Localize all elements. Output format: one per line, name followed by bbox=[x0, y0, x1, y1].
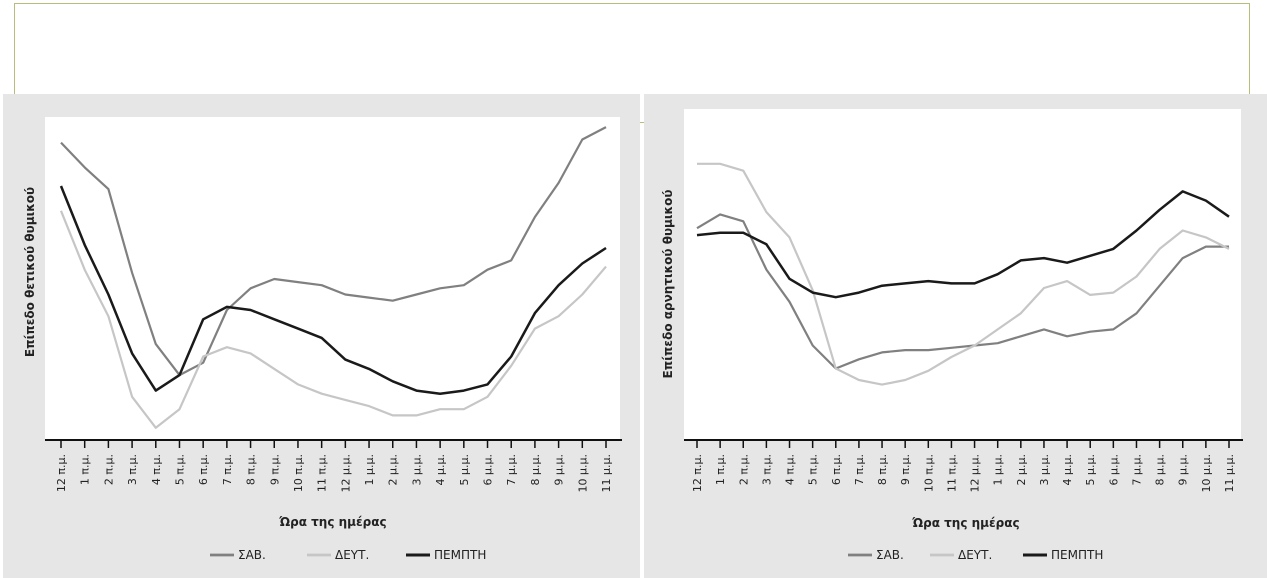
x-tick-label: 11 π.μ. bbox=[316, 454, 329, 492]
x-tick-label: 8 μ.μ. bbox=[1154, 454, 1167, 486]
x-tick-label: 12 π.μ. bbox=[55, 454, 68, 492]
x-tick-label: 8 μ.μ. bbox=[529, 454, 542, 486]
x-axis-title: Ώρα της ημέρας bbox=[278, 515, 386, 529]
x-tick-label: 8 π.μ. bbox=[876, 454, 889, 485]
x-tick-label: 2 π.μ. bbox=[102, 454, 115, 485]
negative-affect-chart: 12 π.μ. 1 π.μ. 2 π.μ. 3 π.μ. 4 π.μ. 5 π.μ. 6 π… bbox=[661, 109, 1243, 562]
series-line-3 bbox=[696, 190, 1230, 299]
x-tick-label: 2 π.μ. bbox=[737, 454, 750, 485]
legend-label-1: ΣΑΒ. bbox=[238, 548, 266, 562]
x-tick-label: 12 μ.μ. bbox=[969, 454, 982, 492]
x-tick-label: 7 μ.μ. bbox=[1130, 454, 1143, 486]
x-tick-label: 11 π.μ. bbox=[945, 454, 958, 492]
legend-label-1: ΣΑΒ. bbox=[876, 548, 904, 562]
x-tick-label: 6 π.μ. bbox=[830, 454, 843, 485]
x-tick-label: 10 π.μ. bbox=[292, 454, 305, 492]
positive-affect-chart: 12 π.μ. 1 π.μ. 2 π.μ. 3 π.μ. 4 π.μ. 5 π.μ. 6 π… bbox=[23, 117, 622, 562]
legend-label-2: ΔΕΥΤ. bbox=[335, 548, 369, 562]
x-tick-label: 9 π.μ. bbox=[899, 454, 912, 485]
x-tick-label: 4 π.μ. bbox=[784, 454, 797, 485]
x-tick-label: 3 π.μ. bbox=[126, 454, 139, 485]
positive-affect-chart-panel: 12 π.μ. 1 π.μ. 2 π.μ. 3 π.μ. 4 π.μ. 5 π.μ. 6 π… bbox=[3, 94, 640, 578]
x-tick-label: 4 μ.μ. bbox=[1061, 454, 1074, 486]
y-axis-title: Επίπεδο θετικού θυμικού bbox=[23, 187, 37, 357]
series-line-2 bbox=[697, 162, 1230, 386]
legend-label-3: ΠΕΜΠΤΗ bbox=[1051, 548, 1103, 562]
x-tick-label: 10 π.μ. bbox=[922, 454, 935, 492]
x-tick-label: 6 π.μ. bbox=[197, 454, 210, 485]
x-tick-label: 5 μ.μ. bbox=[458, 454, 471, 486]
x-tick-label: 3 μ.μ. bbox=[1038, 454, 1051, 486]
plot-area bbox=[684, 109, 1241, 440]
x-tick-label: 3 μ.μ. bbox=[410, 454, 423, 486]
x-tick-label: 1 μ.μ. bbox=[992, 454, 1005, 486]
plot-area bbox=[45, 117, 620, 440]
x-tick-label: 7 π.μ. bbox=[853, 454, 866, 485]
x-tick-label: 4 π.μ. bbox=[150, 454, 163, 485]
y-axis-title: Επίπεδο αρνητικού θυμικού bbox=[661, 190, 675, 379]
x-tick-label: 11 μ.μ. bbox=[1223, 454, 1236, 492]
x-tick-label: 12 π.μ. bbox=[691, 454, 704, 492]
x-tick-label: 9 π.μ. bbox=[268, 454, 281, 485]
x-tick-label: 6 μ.μ. bbox=[482, 454, 495, 486]
x-tick-label: 3 π.μ. bbox=[760, 454, 773, 485]
x-tick-label: 7 μ.μ. bbox=[505, 454, 518, 486]
x-tick-label: 1 μ.μ. bbox=[363, 454, 376, 486]
x-tick-label: 1 π.μ. bbox=[79, 454, 92, 485]
x-axis-title: Ώρα της ημέρας bbox=[911, 516, 1019, 530]
x-tick-label: 10 μ.μ. bbox=[576, 454, 589, 492]
x-tick-label: 5 π.μ. bbox=[173, 454, 186, 485]
series-line-1 bbox=[60, 126, 607, 377]
x-tick-label: 12 μ.μ. bbox=[339, 454, 352, 492]
series-line-2 bbox=[59, 210, 607, 429]
legend-label-3: ΠΕΜΠΤΗ bbox=[434, 548, 486, 562]
x-tick-label: 2 μ.μ. bbox=[387, 454, 400, 486]
x-tick-label: 9 μ.μ. bbox=[553, 454, 566, 486]
x-tick-label: 6 μ.μ. bbox=[1107, 454, 1120, 486]
x-tick-label: 2 μ.μ. bbox=[1015, 454, 1028, 486]
x-tick-label: 4 μ.μ. bbox=[434, 454, 447, 486]
legend-label-2: ΔΕΥΤ. bbox=[958, 548, 992, 562]
series-line-1 bbox=[696, 213, 1229, 370]
x-tick-label: 7 π.μ. bbox=[221, 454, 234, 485]
negative-affect-chart-panel: 12 π.μ. 1 π.μ. 2 π.μ. 3 π.μ. 4 π.μ. 5 π.μ. 6 π… bbox=[644, 94, 1267, 578]
x-tick-label: 9 μ.μ. bbox=[1177, 454, 1190, 486]
x-tick-label: 10 μ.μ. bbox=[1200, 454, 1213, 492]
x-tick-label: 1 π.μ. bbox=[714, 454, 727, 485]
x-tick-label: 5 π.μ. bbox=[807, 454, 820, 485]
x-tick-label: 5 μ.μ. bbox=[1084, 454, 1097, 486]
x-tick-label: 8 π.μ. bbox=[245, 454, 258, 485]
series-line-3 bbox=[59, 185, 607, 395]
x-tick-label: 11 μ.μ. bbox=[600, 454, 613, 492]
